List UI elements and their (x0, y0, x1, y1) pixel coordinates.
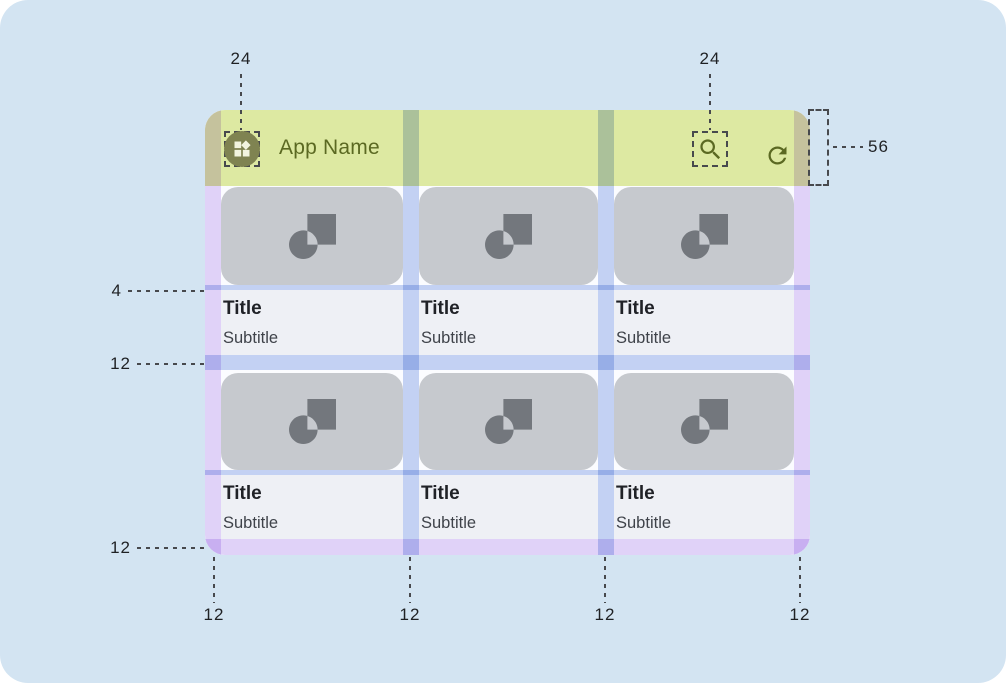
refresh-icon (768, 146, 786, 164)
card-title: Title (421, 298, 460, 319)
measure-line (240, 74, 242, 130)
card-subtitle: Subtitle (421, 329, 477, 347)
search-icon[interactable] (697, 136, 724, 163)
row-gap-overlay (205, 355, 810, 370)
card[interactable]: Title Subtitle (419, 373, 598, 539)
card-subtitle: Subtitle (223, 329, 279, 347)
app-icon-measure-box (224, 131, 260, 167)
measure-label-bottom-col: 12 (399, 605, 421, 624)
card-title: Title (223, 298, 262, 319)
measure-line (833, 146, 863, 148)
appbar-height-bracket (808, 109, 829, 186)
card-subtitle: Subtitle (421, 514, 477, 532)
bottom-margin-overlay (205, 539, 810, 555)
app-name-title: App Name (279, 136, 380, 159)
card-title: Title (421, 483, 460, 504)
measure-line (137, 363, 206, 365)
card-image-placeholder (614, 187, 794, 285)
measure-label-image-text-gap: 4 (111, 281, 122, 300)
top-app-bar: App Name (205, 110, 810, 186)
card[interactable]: Title Subtitle (419, 187, 598, 355)
card-subtitle: Subtitle (223, 514, 279, 532)
refresh-button[interactable] (762, 140, 792, 170)
card-image-placeholder (614, 373, 794, 470)
card-image-placeholder (221, 187, 403, 285)
image-placeholder-icon (680, 399, 728, 444)
measure-label-right-icon: 24 (699, 49, 721, 68)
measure-line (137, 547, 206, 549)
image-placeholder-icon (485, 399, 532, 444)
card[interactable]: Title Subtitle (221, 187, 403, 355)
search-icon-measure-box (692, 131, 728, 167)
card[interactable]: Title Subtitle (614, 373, 794, 539)
card[interactable]: Title Subtitle (221, 373, 403, 539)
image-placeholder-icon (288, 399, 336, 444)
card-subtitle: Subtitle (616, 329, 672, 347)
measure-label-bottom-col: 12 (789, 605, 811, 624)
app-screen: App Name Title Subtitle (205, 110, 810, 555)
measure-label-bottom-margin: 12 (110, 538, 131, 557)
image-placeholder-icon (680, 213, 728, 259)
image-placeholder-icon (288, 213, 336, 259)
measure-line (709, 74, 711, 130)
card-title: Title (616, 483, 655, 504)
card-title: Title (223, 483, 262, 504)
measure-label-row-gap: 12 (110, 354, 131, 373)
measure-label-bottom-col: 12 (594, 605, 616, 624)
card-image-placeholder (221, 373, 403, 470)
measure-label-bottom-col: 12 (203, 605, 225, 624)
measure-line (213, 557, 215, 603)
card-title: Title (616, 298, 655, 319)
measure-label-appbar-height: 56 (868, 137, 889, 156)
measure-line (409, 557, 411, 603)
app-icon-button[interactable] (224, 131, 260, 167)
measure-line (128, 290, 206, 292)
card-image-placeholder (419, 373, 598, 470)
measure-label-left-icon: 24 (230, 49, 252, 68)
card[interactable]: Title Subtitle (614, 187, 794, 355)
widgets-icon (234, 140, 251, 157)
image-placeholder-icon (485, 213, 532, 259)
card-subtitle: Subtitle (616, 514, 672, 532)
measure-line (799, 557, 801, 603)
measure-line (604, 557, 606, 603)
card-image-placeholder (419, 187, 598, 285)
